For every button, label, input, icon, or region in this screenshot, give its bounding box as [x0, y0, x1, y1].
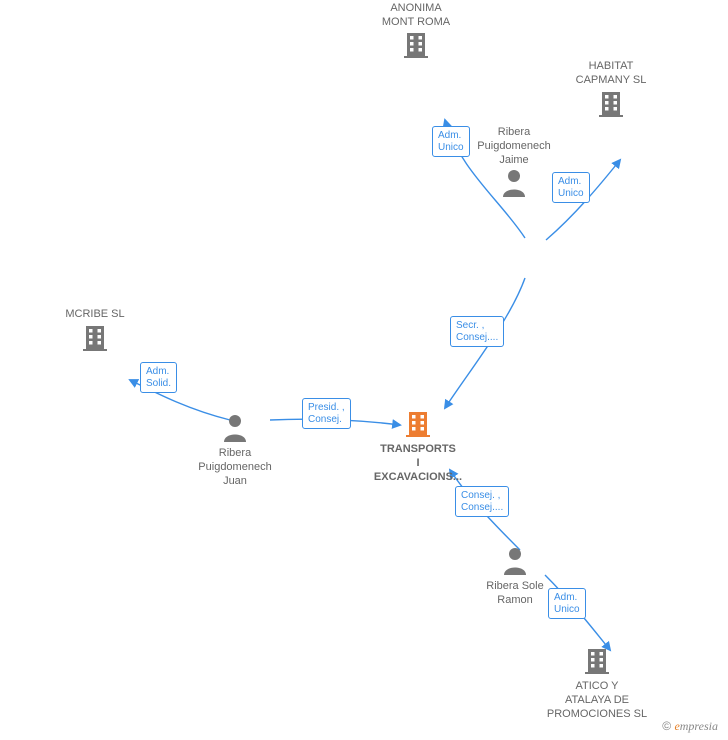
person-icon: [501, 545, 529, 580]
person-icon: [221, 412, 249, 447]
node-center[interactable]: TRANSPORTS I EXCAVACIONS...: [358, 408, 478, 484]
node-label: ATICO Y ATALAYA DE PROMOCIONES SL: [537, 680, 657, 721]
building-icon: [401, 29, 431, 64]
edge-label-e4: Adm. Solid.: [140, 362, 177, 393]
node-label: SOCIETAT ANONIMA MONT ROMA: [356, 0, 476, 29]
node-label: MCRIBE SL: [35, 308, 155, 322]
node-mont_roma[interactable]: SOCIETAT ANONIMA MONT ROMA: [356, 0, 476, 64]
node-habitat[interactable]: HABITAT CAPMANY SL: [551, 60, 671, 123]
node-mcribe[interactable]: MCRIBE SL: [35, 308, 155, 357]
edge-label-e3: Secr. , Consej....: [450, 316, 504, 347]
node-atico[interactable]: ATICO Y ATALAYA DE PROMOCIONES SL: [537, 645, 657, 721]
edge-label-e5: Presid. , Consej.: [302, 398, 351, 429]
building-icon: [80, 322, 110, 357]
node-label: HABITAT CAPMANY SL: [551, 60, 671, 88]
building-icon: [596, 88, 626, 123]
node-label: TRANSPORTS I EXCAVACIONS...: [358, 443, 478, 484]
edge-label-e1: Adm. Unico: [432, 126, 470, 157]
node-label: Ribera Puigdomenech Jaime: [454, 126, 574, 167]
brand-rest: mpresia: [680, 719, 718, 733]
watermark: © empresia: [662, 719, 718, 734]
node-label: Ribera Puigdomenech Juan: [175, 447, 295, 488]
node-juan[interactable]: Ribera Puigdomenech Juan: [175, 412, 295, 488]
edge-label-e6: Consej. , Consej....: [455, 486, 509, 517]
building-icon: [403, 408, 433, 443]
diagram-canvas: SOCIETAT ANONIMA MONT ROMA HABITAT CAPMA…: [0, 0, 728, 740]
edge-label-e2: Adm. Unico: [552, 172, 590, 203]
edge-label-e7: Adm. Unico: [548, 588, 586, 619]
copyright-symbol: ©: [662, 719, 671, 733]
building-icon: [582, 645, 612, 680]
person-icon: [500, 167, 528, 202]
